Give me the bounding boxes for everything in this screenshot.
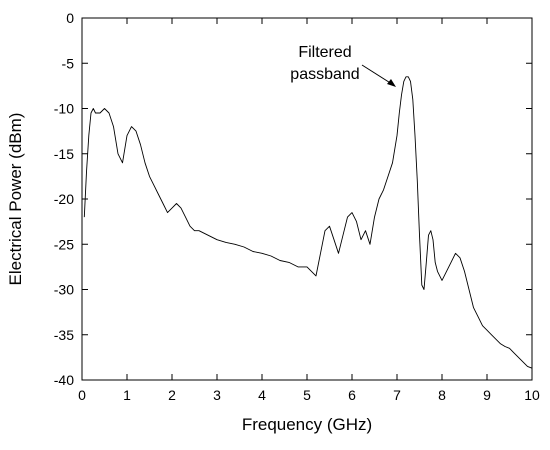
y-tick-label: -40 [54, 372, 74, 388]
annotation: Filtered passband [290, 44, 396, 87]
x-tick-label: 2 [168, 387, 176, 403]
x-tick-label: 5 [303, 387, 311, 403]
y-tick-label: 0 [66, 10, 74, 26]
x-axis-label: Frequency (GHz) [242, 415, 372, 434]
y-tick-label: -25 [54, 236, 74, 252]
annotation-arrow-line [361, 64, 393, 85]
x-tick-label: 0 [78, 387, 86, 403]
annotation-arrow-head [387, 79, 396, 87]
series-layer [83, 76, 533, 369]
annotation-line-1: Filtered [298, 44, 351, 61]
x-tick-label: 9 [483, 387, 491, 403]
y-axis-label: Electrical Power (dBm) [6, 113, 25, 286]
y-axis-ticks: 0 -5 -10 -15 -20 -25 -30 -35 -40 [54, 10, 532, 388]
plot-frame [81, 17, 533, 381]
y-tick-label: -10 [54, 101, 74, 117]
x-tick-label: 4 [258, 387, 266, 403]
y-tick-label: -30 [54, 282, 74, 298]
y-tick-label: -15 [54, 146, 74, 162]
annotation-line-2: passband [290, 66, 359, 83]
x-tick-label: 8 [438, 387, 446, 403]
y-tick-label: -5 [62, 55, 75, 71]
x-tick-label: 1 [123, 387, 131, 403]
spectrum-line [83, 76, 533, 369]
x-tick-label: 10 [524, 387, 540, 403]
x-axis-ticks: 0 1 2 3 4 5 6 7 8 9 10 [78, 18, 540, 403]
x-tick-label: 3 [213, 387, 221, 403]
y-tick-label: -20 [54, 191, 74, 207]
y-tick-label: -35 [54, 327, 74, 343]
x-tick-label: 7 [393, 387, 401, 403]
x-tick-label: 6 [348, 387, 356, 403]
